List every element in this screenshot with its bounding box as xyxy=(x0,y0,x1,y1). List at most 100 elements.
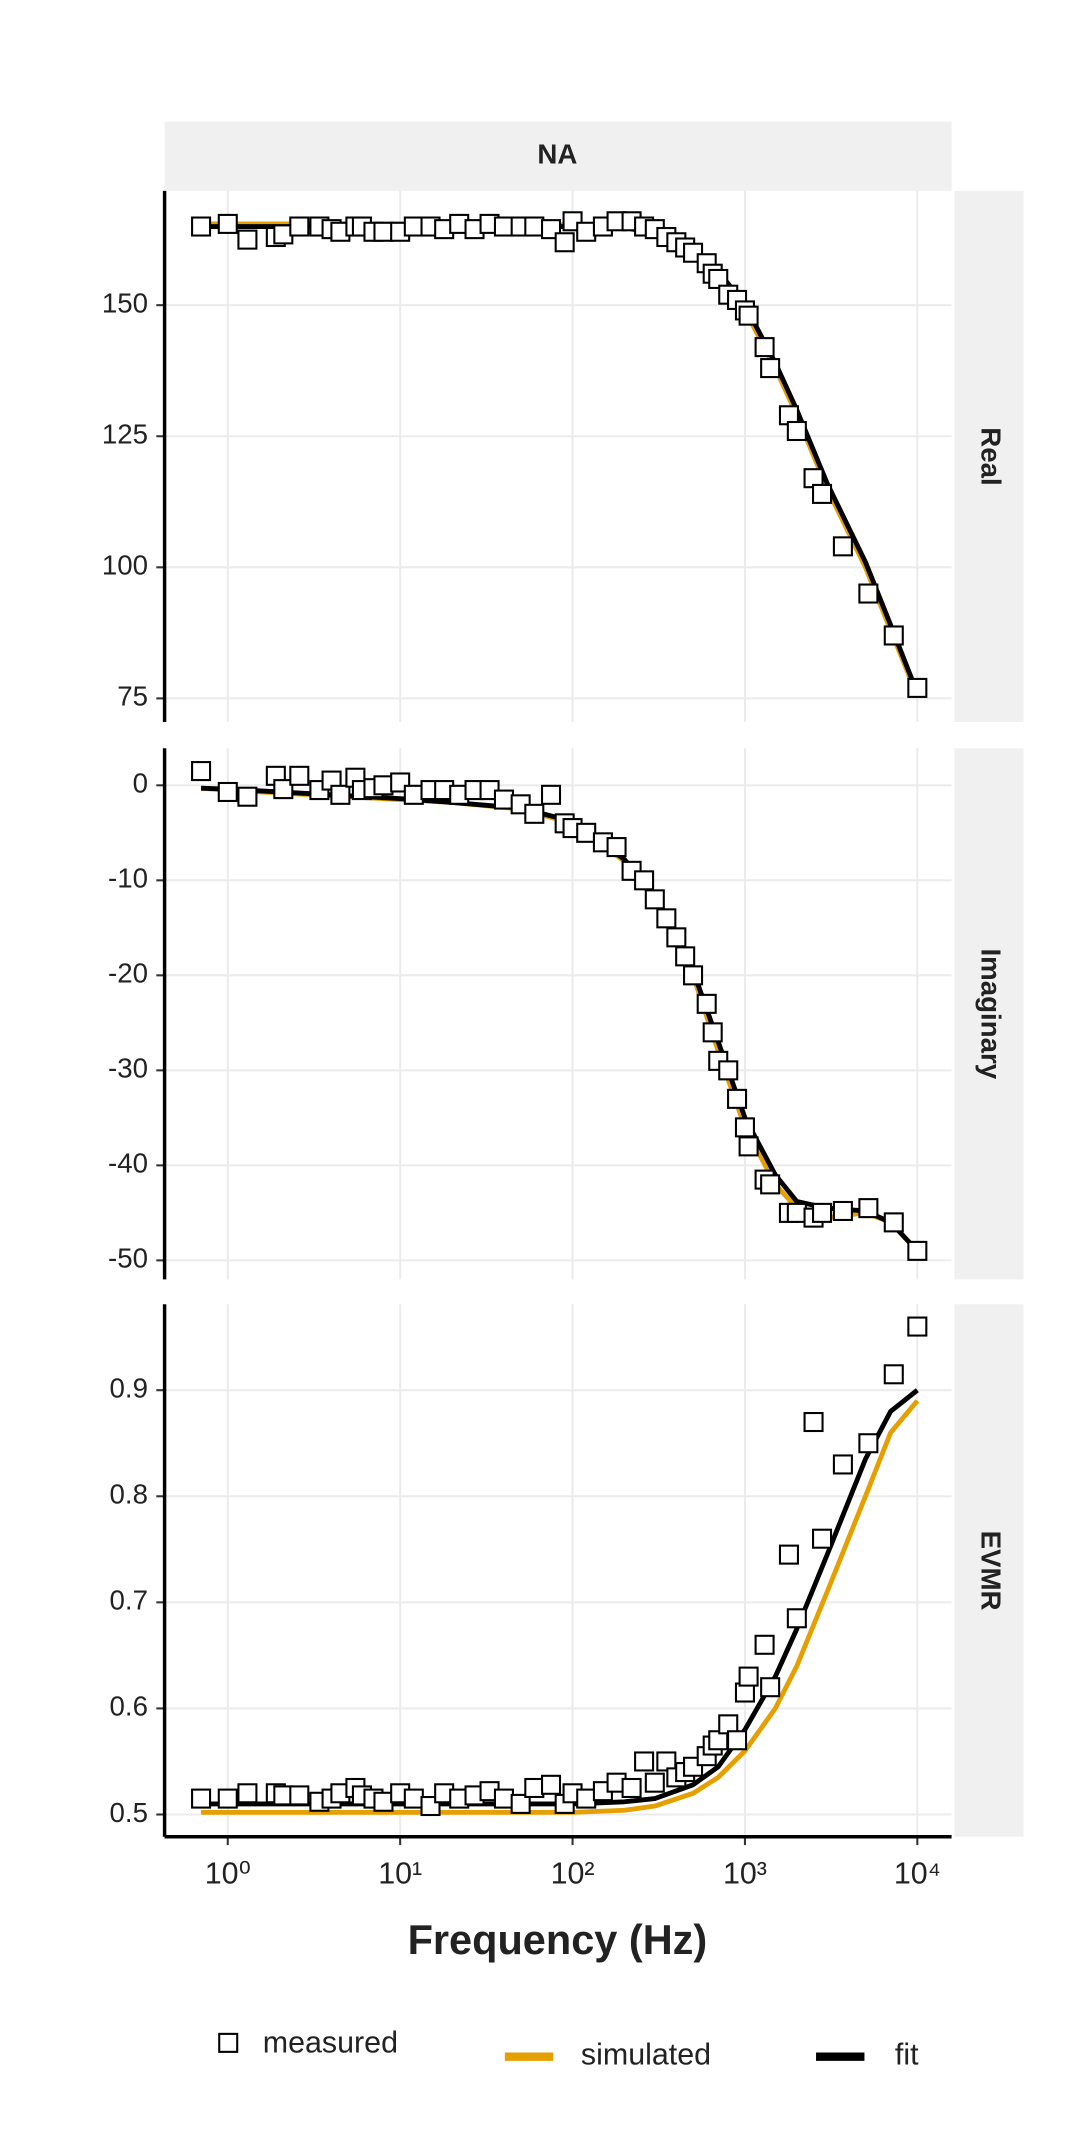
marker xyxy=(644,889,665,910)
marker xyxy=(803,1411,824,1433)
marker xyxy=(858,1433,879,1454)
y-tick-label: 0.7 xyxy=(110,1585,148,1616)
marker xyxy=(524,216,545,237)
marker xyxy=(330,784,351,805)
y-tick-label: -20 xyxy=(108,958,148,989)
marker xyxy=(373,221,394,242)
line xyxy=(201,1399,920,1815)
y-tick-label: 0.9 xyxy=(110,1373,148,1404)
marker xyxy=(812,1202,833,1223)
marker xyxy=(191,1788,212,1809)
y-tick-label: -40 xyxy=(108,1148,148,1179)
y-tick-label: 0.6 xyxy=(110,1691,148,1722)
marker xyxy=(832,1200,853,1222)
marker xyxy=(289,1785,310,1806)
marker xyxy=(858,1198,879,1219)
marker xyxy=(696,993,717,1014)
marker xyxy=(778,1544,799,1565)
marker xyxy=(760,358,781,379)
marker xyxy=(191,216,212,237)
x-tick-label: 10⁴ xyxy=(894,1857,941,1891)
marker xyxy=(907,1240,928,1261)
marker xyxy=(738,305,759,326)
marker xyxy=(576,221,597,242)
facet-label: Real xyxy=(976,427,1007,485)
y-tick-label: 75 xyxy=(117,681,148,712)
y-tick-label: 125 xyxy=(102,419,148,450)
marker xyxy=(883,625,904,646)
marker xyxy=(237,1783,258,1804)
marker xyxy=(675,946,696,967)
marker xyxy=(191,761,212,782)
marker xyxy=(786,1202,807,1223)
marker xyxy=(273,779,294,800)
marker xyxy=(812,1528,833,1549)
facet-title: NA xyxy=(537,139,577,170)
line xyxy=(200,785,920,1253)
marker xyxy=(373,1791,394,1812)
marker xyxy=(493,789,514,810)
line xyxy=(201,1388,919,1807)
marker xyxy=(576,1788,597,1809)
marker xyxy=(524,1777,545,1799)
marker xyxy=(786,1608,807,1629)
y-tick-label: 0 xyxy=(133,768,148,799)
line xyxy=(201,224,920,695)
marker xyxy=(907,1316,928,1337)
marker xyxy=(217,1788,238,1809)
legend-label: measured xyxy=(263,2025,398,2059)
marker xyxy=(289,765,310,786)
y-tick-label: 0.8 xyxy=(110,1479,148,1510)
marker xyxy=(217,781,238,802)
marker xyxy=(554,232,575,253)
marker xyxy=(237,229,258,250)
y-tick-label: 0.5 xyxy=(110,1797,148,1828)
marker xyxy=(727,1730,748,1751)
marker xyxy=(786,420,807,442)
line xyxy=(200,785,920,1253)
marker xyxy=(540,1774,562,1795)
y-tick-label: -10 xyxy=(108,863,148,894)
marker xyxy=(738,1666,759,1687)
x-axis-title: Frequency (Hz) xyxy=(408,1916,708,1963)
marker xyxy=(734,1117,755,1138)
marker xyxy=(702,1022,723,1043)
marker xyxy=(812,483,833,504)
marker xyxy=(883,1364,904,1385)
marker xyxy=(754,337,775,358)
marker xyxy=(493,216,514,237)
marker xyxy=(760,1174,781,1195)
marker xyxy=(727,1088,748,1109)
marker xyxy=(858,583,879,604)
legend-label: fit xyxy=(895,2038,919,2072)
y-tick-label: -50 xyxy=(108,1243,148,1274)
marker xyxy=(683,965,704,986)
marker xyxy=(217,213,238,234)
marker xyxy=(403,1788,424,1809)
line xyxy=(201,221,920,697)
marker xyxy=(832,1454,853,1475)
marker xyxy=(754,1634,775,1655)
x-tick-label: 10² xyxy=(551,1857,595,1891)
marker xyxy=(403,216,424,237)
marker xyxy=(621,1777,642,1799)
marker xyxy=(666,927,687,948)
x-tick-label: 10⁰ xyxy=(205,1857,251,1891)
marker xyxy=(883,1212,904,1233)
marker xyxy=(718,1060,739,1081)
facet-strip xyxy=(164,121,952,191)
facet-label: EVMR xyxy=(976,1531,1007,1611)
marker xyxy=(656,908,677,929)
facet-strip xyxy=(954,748,1024,1280)
facet-strip xyxy=(954,190,1024,722)
marker xyxy=(510,1793,531,1814)
marker xyxy=(738,1136,759,1157)
marker xyxy=(606,837,627,858)
marker xyxy=(634,870,655,891)
y-tick-label: 100 xyxy=(102,550,148,581)
marker xyxy=(644,1772,665,1793)
facet-strip xyxy=(954,1304,1024,1837)
marker xyxy=(289,216,310,237)
